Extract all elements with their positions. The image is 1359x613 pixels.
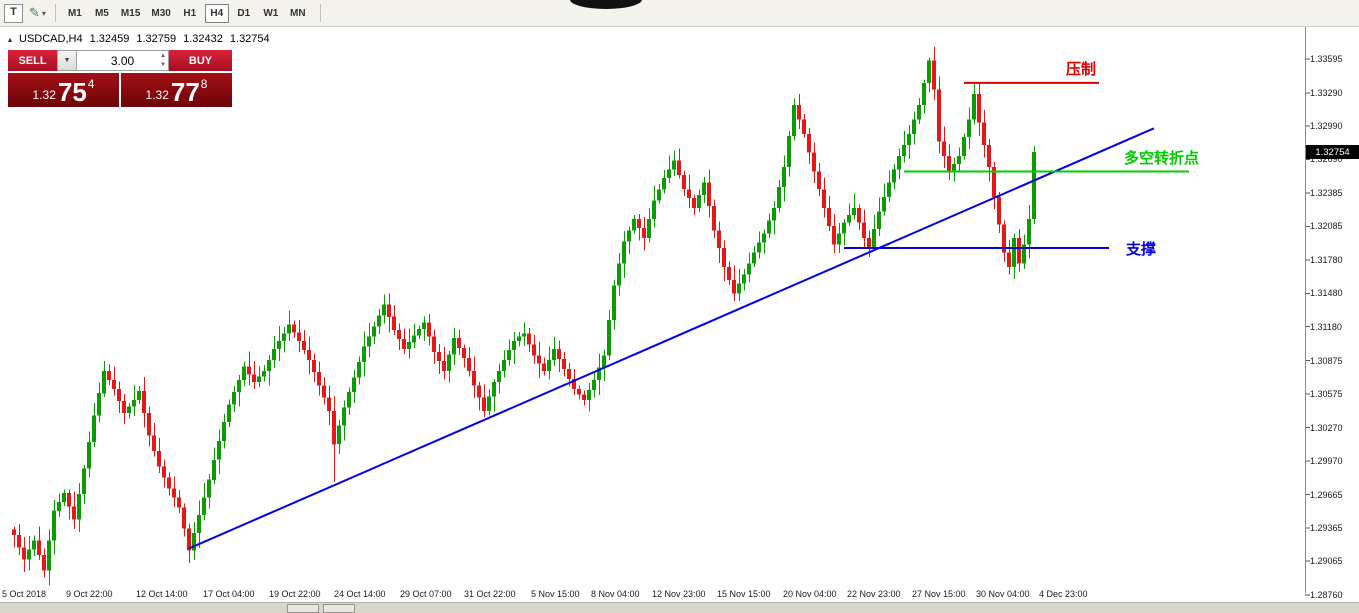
volume-input[interactable]: [85, 52, 160, 69]
toolbar: T ✎ ▾ M1 M5 M15 M30 H1 H4 D1 W1 MN: [0, 0, 1359, 27]
buy-button[interactable]: BUY: [169, 50, 232, 71]
timeframe-button-w1[interactable]: W1: [263, 7, 279, 19]
one-click-trading-panel: SELL ▼ ▲ ▼ BUY 1.32 75 4 1.32 77: [8, 50, 232, 107]
sell-price-big: 75: [57, 77, 87, 107]
buy-price-prefix: 1.32: [145, 88, 169, 102]
chart-symbol-label: USDCAD,H4: [19, 33, 83, 45]
chevron-down-icon: ▾: [41, 8, 46, 18]
time-axis-label: 5 Oct 2018: [2, 589, 47, 599]
time-axis[interactable]: 5 Oct 2018 9 Oct 22:00 12 Oct 14:00 17 Oct …: [0, 589, 1305, 602]
buy-price-display[interactable]: 1.32 77 8: [121, 73, 232, 107]
time-axis-label: 19 Oct 22:00: [269, 589, 321, 599]
timeframe-button-h1[interactable]: H1: [183, 7, 197, 19]
time-axis-label: 27 Nov 15:00: [912, 589, 966, 599]
taskbar-item[interactable]: [323, 603, 355, 613]
volume-dropdown[interactable]: ▼: [57, 50, 77, 71]
timeframe-toolbar: M1 M5 M15 M30 H1 H4 D1 W1 MN: [63, 3, 313, 23]
toolbar-separator: [319, 4, 321, 22]
time-axis-label: 22 Nov 23:00: [847, 589, 901, 599]
time-axis-label: 24 Oct 14:00: [334, 589, 386, 599]
time-axis-label: 4 Dec 23:00: [1039, 589, 1088, 599]
buy-price-sup: 8: [200, 77, 208, 91]
time-axis-label: 12 Nov 23:00: [652, 589, 706, 599]
time-axis-label: 31 Oct 22:00: [464, 589, 516, 599]
ohlc-low: 1.32432: [183, 33, 223, 45]
annotation-resistance[interactable]: 压制: [1066, 61, 1097, 78]
window-icon[interactable]: T: [4, 3, 23, 23]
time-axis-label: 5 Nov 15:00: [531, 589, 580, 599]
ohlc-close: 1.32754: [229, 33, 270, 45]
recording-overlay-bubble: [570, 0, 642, 9]
spin-down-icon[interactable]: ▼: [160, 62, 166, 68]
status-bar: [0, 602, 1359, 613]
chevron-down-icon: ▼: [63, 57, 71, 64]
sell-price-prefix: 1.32: [32, 88, 56, 102]
toolbar-separator: [54, 4, 56, 22]
time-axis-label: 17 Oct 04:00: [203, 589, 255, 599]
timeframe-button-mn[interactable]: MN: [290, 7, 306, 19]
ohlc-open: 1.32459: [89, 33, 130, 45]
sell-button[interactable]: SELL: [8, 50, 57, 71]
current-price-badge: 1.32754: [1306, 145, 1359, 160]
timeframe-button-m1[interactable]: M1: [67, 7, 82, 19]
spin-up-icon[interactable]: ▲: [160, 53, 166, 59]
time-axis-label: 20 Nov 04:00: [783, 589, 837, 599]
time-axis-label: 30 Nov 04:00: [976, 589, 1030, 599]
chart-ohlc-header: ▴ USDCAD,H4 1.32459 1.32759 1.32432 1.32…: [8, 33, 270, 45]
timeframe-button-h4[interactable]: H4: [204, 3, 229, 23]
time-axis-label: 9 Oct 22:00: [66, 589, 113, 599]
timeframe-button-m15[interactable]: M15: [120, 7, 141, 19]
time-axis-label: 15 Nov 15:00: [717, 589, 771, 599]
taskbar-item[interactable]: [287, 603, 319, 613]
timeframe-button-m5[interactable]: M5: [94, 7, 109, 19]
sell-price-display[interactable]: 1.32 75 4: [8, 73, 119, 107]
time-axis-label: 29 Oct 07:00: [400, 589, 452, 599]
time-axis-label: 8 Nov 04:00: [591, 589, 640, 599]
drawing-tool-button[interactable]: ✎ ▾: [29, 5, 46, 21]
pencil-icon: ✎: [29, 5, 40, 20]
expand-icon: ▴: [8, 34, 13, 44]
price-axis-separator: [1305, 27, 1306, 593]
volume-field: ▲ ▼: [77, 50, 169, 71]
timeframe-button-d1[interactable]: D1: [237, 7, 251, 19]
buy-price-big: 77: [170, 77, 200, 107]
timeframe-button-m30[interactable]: M30: [151, 7, 171, 19]
ohlc-high: 1.32759: [136, 33, 177, 45]
sell-price-sup: 4: [87, 77, 95, 91]
annotation-support[interactable]: 支撑: [1126, 241, 1157, 258]
annotation-pivot[interactable]: 多空转折点: [1124, 150, 1200, 167]
time-axis-label: 12 Oct 14:00: [136, 589, 188, 599]
